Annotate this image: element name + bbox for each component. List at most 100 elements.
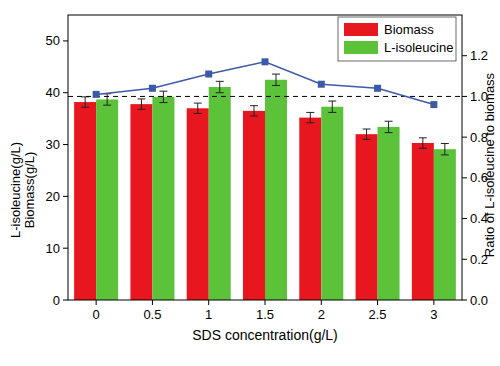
- error-cap: [81, 107, 89, 108]
- bar: [299, 118, 321, 300]
- error-bar: [216, 81, 224, 92]
- error-bar: [328, 101, 336, 112]
- error-cap: [137, 109, 145, 110]
- bar: [265, 80, 287, 300]
- marker: [93, 91, 100, 98]
- x-tick-label: 0: [93, 307, 100, 322]
- x-tick: [208, 300, 209, 305]
- y2-tick: [462, 259, 467, 260]
- error-stem: [388, 121, 389, 132]
- y2-tick: [462, 96, 467, 97]
- legend-swatch: [344, 41, 378, 54]
- y2-tick: [462, 177, 467, 178]
- error-cap: [441, 154, 449, 155]
- error-stem: [366, 129, 367, 139]
- error-cap: [328, 101, 336, 102]
- bar: [130, 104, 152, 300]
- y2-tick: [462, 218, 467, 219]
- error-cap: [363, 139, 371, 140]
- ratio-line: [96, 62, 434, 105]
- error-bar: [137, 99, 145, 109]
- x-tick: [265, 300, 266, 305]
- error-bar: [385, 121, 393, 132]
- y-tick: [63, 40, 68, 41]
- legend: Biomass L-isoleucine: [338, 17, 456, 61]
- error-cap: [272, 85, 280, 86]
- error-stem: [85, 97, 86, 107]
- error-bar: [103, 94, 111, 105]
- y2-tick: [462, 137, 467, 138]
- marker: [318, 81, 325, 88]
- x-tick-label: 1: [205, 307, 212, 322]
- error-stem: [422, 138, 423, 148]
- error-stem: [444, 144, 445, 155]
- error-cap: [328, 112, 336, 113]
- bar: [321, 107, 343, 300]
- error-stem: [141, 99, 142, 109]
- x-tick-label: 2.5: [369, 307, 387, 322]
- error-cap: [385, 132, 393, 133]
- chart: 010203040500.00.20.40.60.81.01.200.511.5…: [0, 0, 500, 366]
- error-cap: [306, 112, 314, 113]
- bar: [378, 127, 400, 300]
- error-bar: [194, 103, 202, 113]
- y-tick-label: 40: [46, 85, 60, 100]
- marker: [205, 71, 212, 78]
- legend-label: L-isoleucine: [384, 40, 453, 55]
- plot-area: [68, 58, 462, 300]
- error-bar: [81, 97, 89, 107]
- bar: [209, 87, 231, 300]
- y2-tick: [462, 300, 467, 301]
- bar: [356, 134, 378, 300]
- y-tick-label: 0: [53, 293, 60, 308]
- error-stem: [310, 112, 311, 122]
- legend-label: Biomass: [384, 22, 434, 37]
- y-tick: [63, 196, 68, 197]
- x-tick-label: 3: [430, 307, 437, 322]
- marker: [374, 85, 381, 92]
- x-tick: [321, 300, 322, 305]
- error-stem: [107, 94, 108, 105]
- y-tick-label: 50: [46, 33, 60, 48]
- error-cap: [137, 98, 145, 99]
- bar: [243, 111, 265, 300]
- error-cap: [159, 102, 167, 103]
- y-tick-label: 20: [46, 189, 60, 204]
- error-cap: [103, 105, 111, 106]
- bar: [96, 99, 118, 300]
- x-tick: [433, 300, 434, 305]
- error-stem: [197, 103, 198, 113]
- error-cap: [272, 74, 280, 75]
- error-stem: [219, 81, 220, 92]
- x-tick: [377, 300, 378, 305]
- error-cap: [250, 105, 258, 106]
- error-cap: [250, 116, 258, 117]
- bar: [152, 97, 174, 300]
- error-cap: [363, 129, 371, 130]
- error-bar: [419, 138, 427, 148]
- y-tick: [63, 248, 68, 249]
- error-bar: [441, 144, 449, 155]
- marker: [149, 85, 156, 92]
- y-tick: [63, 300, 68, 301]
- error-bar: [363, 129, 371, 139]
- x-axis-label: SDS concentration(g/L): [192, 327, 338, 343]
- error-cap: [159, 91, 167, 92]
- error-cap: [306, 122, 314, 123]
- error-bar: [272, 74, 280, 85]
- marker: [430, 101, 437, 108]
- bar: [412, 143, 434, 300]
- error-cap: [194, 103, 202, 104]
- error-bar: [306, 112, 314, 122]
- error-cap: [419, 148, 427, 149]
- y2-tick-label: 0.0: [470, 293, 488, 308]
- error-stem: [254, 106, 255, 116]
- frame: [68, 15, 462, 300]
- error-cap: [216, 92, 224, 93]
- y2-tick: [462, 55, 467, 56]
- error-stem: [163, 91, 164, 102]
- y-tick-label: 30: [46, 137, 60, 152]
- x-tick: [152, 300, 153, 305]
- marker: [262, 58, 269, 65]
- error-cap: [419, 137, 427, 138]
